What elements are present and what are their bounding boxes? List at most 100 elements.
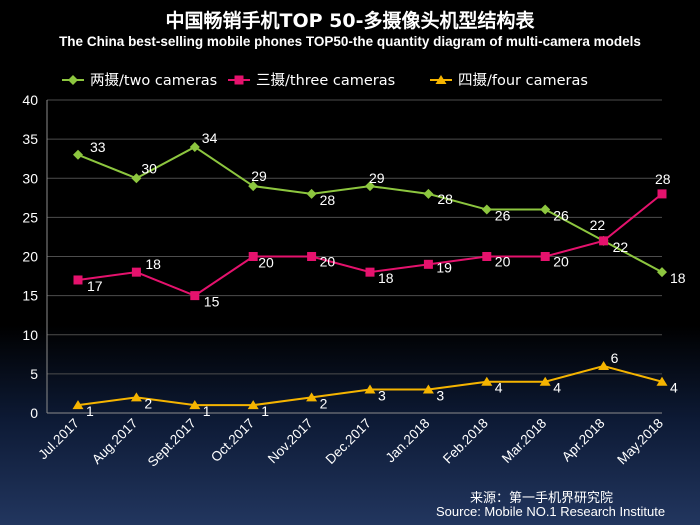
marker-square [190,291,200,301]
data-label: 2 [144,395,152,411]
y-tick-label: 35 [22,131,38,147]
marker-triangle [481,376,493,386]
marker-diamond [540,204,551,215]
marker-square [423,259,433,269]
data-label: 4 [670,380,678,396]
data-label: 1 [203,403,211,419]
marker-diamond [423,188,434,199]
marker-triangle [72,400,84,410]
data-label: 3 [436,388,444,404]
marker-diamond [306,188,317,199]
marker-diamond [657,267,667,278]
data-label: 28 [655,171,671,187]
marker-diamond [189,141,200,152]
x-tick-label: Nov.2017 [265,416,316,467]
data-label: 20 [495,254,511,270]
marker-square [657,189,667,199]
marker-square [482,252,492,261]
legend: 两摄/two cameras 三摄/three cameras 四摄/four ca… [62,72,588,89]
y-tick-label: 40 [22,92,38,108]
marker-triangle [247,400,259,410]
chart-title: 中国畅销手机TOP 50-多摄像头机型结构表 [165,10,535,32]
data-label: 29 [251,168,267,184]
data-label: 26 [495,208,511,224]
marker-diamond [248,181,259,192]
series-line [77,145,663,274]
y-tick-label: 20 [22,249,38,265]
marker-square [307,252,317,261]
data-label: 34 [202,130,218,146]
data-label: 1 [261,403,269,419]
series-line [77,193,663,297]
data-label: 22 [590,217,606,233]
marker-diamond [481,204,492,215]
x-tick-label: Feb.2018 [440,416,491,467]
data-label: 29 [369,170,385,186]
marker-square [131,267,141,277]
data-label: 2 [320,395,328,411]
marker-triangle [130,392,142,402]
series [72,141,668,410]
x-tick-label: Oct.2017 [208,416,257,465]
data-label: 33 [90,139,106,155]
data-label: 18 [670,270,686,286]
marker-diamond [131,173,142,184]
axes: 0 5 10 15 20 25 30 35 40 Jul.2017 Aug.2017 Sept.201… [22,92,666,470]
marker-triangle [435,75,447,84]
marker-triangle [656,376,668,386]
data-label: 6 [611,350,619,366]
data-label: 26 [553,208,569,224]
x-tick-label: Dec.2017 [323,416,374,467]
marker-triangle [364,384,376,394]
data-label: 20 [553,254,569,270]
data-label: 19 [436,259,452,275]
x-tick-label: Sept.2017 [145,416,199,470]
data-label: 18 [378,270,394,286]
y-tick-label: 0 [30,405,38,421]
data-label: 30 [141,160,157,176]
data-label: 18 [145,256,161,272]
data-label: 28 [320,192,336,208]
marker-triangle [539,376,551,386]
data-label: 15 [204,294,220,310]
data-label: 17 [87,278,103,294]
source-chinese: 来源：第一手机界研究院 [470,491,614,506]
x-tick-label: Jan.2018 [383,416,433,466]
marker-diamond [68,75,78,85]
marker-triangle [306,392,318,402]
legend-label: 四摄/four cameras [458,72,588,89]
marker-triangle [422,384,434,394]
data-label: 4 [553,380,561,396]
marker-square [73,275,83,285]
marker-diamond [73,149,83,160]
x-tick-label: Apr.2018 [559,416,608,465]
source-english: Source: Mobile NO.1 Research Institute [436,504,666,519]
data-label: 20 [320,254,336,270]
data-label: 22 [613,239,629,255]
marker-square [599,236,609,246]
legend-label: 三摄/three cameras [256,72,395,89]
y-tick-label: 25 [22,209,38,225]
y-tick-label: 5 [30,366,38,382]
marker-triangle [189,400,201,410]
marker-square [540,252,550,261]
x-tick-label: Mar.2018 [499,416,549,466]
chart-subtitle: The China best-selling mobile phones TOP… [59,34,641,49]
marker-square [248,252,258,261]
marker-diamond [365,181,375,192]
marker-square [365,267,375,277]
grid-lines [47,99,662,375]
data-label: 4 [495,380,503,396]
legend-label: 两摄/two cameras [90,72,217,89]
marker-square [234,75,244,85]
x-tick-label: Jul.2017 [35,416,82,463]
data-label: 1 [86,403,94,419]
data-label: 28 [437,191,453,207]
y-tick-label: 10 [22,327,38,343]
x-tick-label: Aug.2017 [89,416,140,467]
data-label: 20 [258,255,274,271]
y-tick-label: 15 [22,288,38,304]
x-tick-label: May.2018 [614,416,666,468]
